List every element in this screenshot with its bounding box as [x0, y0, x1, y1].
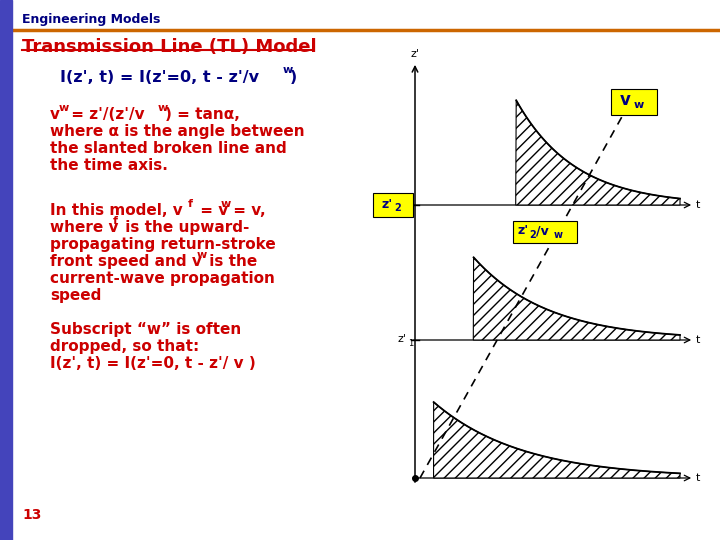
- Text: w: w: [197, 250, 207, 260]
- Text: w: w: [158, 103, 168, 113]
- Text: Transmission Line (TL) Model: Transmission Line (TL) Model: [22, 38, 317, 56]
- Text: z': z': [518, 225, 529, 238]
- Text: t: t: [696, 473, 701, 483]
- Text: = z'/(z'/v: = z'/(z'/v: [66, 107, 145, 122]
- Polygon shape: [516, 100, 680, 205]
- Text: dropped, so that:: dropped, so that:: [50, 339, 199, 354]
- Text: w: w: [221, 199, 231, 209]
- Text: is the upward-: is the upward-: [120, 220, 249, 235]
- Text: 1: 1: [408, 339, 413, 348]
- Text: propagating return-stroke: propagating return-stroke: [50, 237, 276, 252]
- Text: ) = tanα,: ) = tanα,: [165, 107, 240, 122]
- Text: where v: where v: [50, 220, 119, 235]
- Text: In this model, v: In this model, v: [50, 203, 183, 218]
- Text: the time axis.: the time axis.: [50, 158, 168, 173]
- Text: current-wave propagation: current-wave propagation: [50, 271, 275, 286]
- Text: v: v: [620, 91, 631, 109]
- Text: /v: /v: [536, 225, 549, 238]
- Text: speed: speed: [50, 288, 102, 303]
- Text: f: f: [188, 199, 193, 209]
- Text: = v,: = v,: [228, 203, 266, 218]
- Text: w: w: [634, 100, 644, 110]
- FancyBboxPatch shape: [611, 89, 657, 115]
- FancyBboxPatch shape: [373, 193, 413, 217]
- Text: is the: is the: [204, 254, 257, 269]
- Text: w: w: [554, 230, 563, 240]
- Text: w: w: [283, 65, 293, 75]
- Text: I(z', t) = I(z'=0, t - z'/v: I(z', t) = I(z'=0, t - z'/v: [60, 70, 259, 85]
- Text: f: f: [113, 216, 118, 226]
- Polygon shape: [433, 402, 680, 478]
- Text: front speed and v: front speed and v: [50, 254, 202, 269]
- Text: I(z', t) = I(z'=0, t - z'/ v ): I(z', t) = I(z'=0, t - z'/ v ): [50, 356, 256, 371]
- Polygon shape: [473, 258, 680, 340]
- FancyBboxPatch shape: [513, 221, 577, 243]
- Text: ): ): [290, 70, 297, 85]
- Text: z': z': [382, 198, 393, 211]
- Text: the slanted broken line and: the slanted broken line and: [50, 141, 287, 156]
- Text: z': z': [398, 334, 407, 344]
- Text: Subscript “w” is often: Subscript “w” is often: [50, 322, 241, 337]
- Text: t: t: [696, 335, 701, 345]
- Text: Engineering Models: Engineering Models: [22, 13, 161, 26]
- Text: 2: 2: [530, 230, 536, 240]
- Text: w: w: [59, 103, 69, 113]
- Text: = v: = v: [195, 203, 228, 218]
- Text: where α is the angle between: where α is the angle between: [50, 124, 305, 139]
- Text: z': z': [410, 49, 420, 59]
- Text: t: t: [696, 200, 701, 210]
- Text: 2: 2: [394, 203, 401, 213]
- Bar: [0, 0, 12, 540]
- Text: v: v: [50, 107, 60, 122]
- Text: 13: 13: [22, 508, 41, 522]
